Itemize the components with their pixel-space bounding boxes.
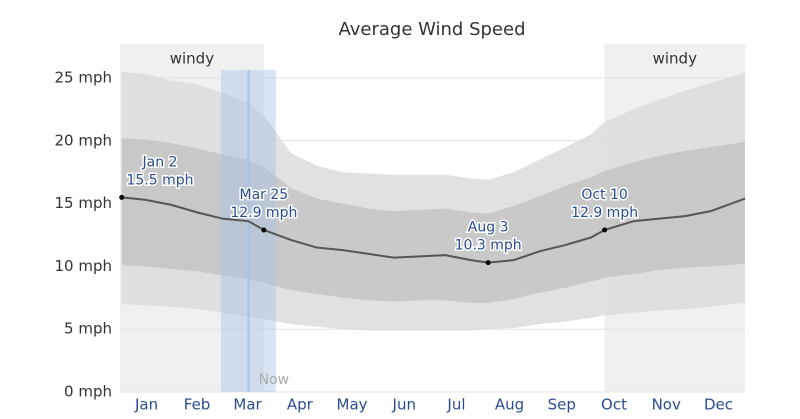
annotation-point	[119, 194, 125, 200]
y-tick-label: 15 mph	[55, 194, 113, 212]
y-tick-label: 0 mph	[64, 383, 112, 401]
annotation-point	[602, 227, 608, 233]
annotation-value: 10.3 mph	[455, 238, 522, 254]
x-tick-label: Mar	[233, 396, 262, 414]
annotation-point	[485, 260, 491, 266]
now-label: Now	[259, 372, 290, 388]
y-tick-label: 20 mph	[55, 131, 113, 149]
y-tick-label: 5 mph	[64, 320, 112, 338]
band	[121, 138, 745, 303]
x-tick-label: Jul	[446, 396, 465, 414]
line	[121, 196, 746, 264]
x-tick-label: Feb	[184, 396, 211, 414]
y-tick-label: 25 mph	[55, 69, 113, 87]
x-tick-label: Jan	[134, 396, 158, 414]
annotation-label: Jan 2	[142, 154, 178, 170]
annotation-point	[261, 227, 267, 233]
x-tick-label: Oct	[601, 396, 627, 414]
x-tick-label: May	[337, 396, 368, 414]
x-tick-label: Jun	[392, 396, 416, 414]
region-label: windy	[170, 50, 214, 68]
chart-title: Average Wind Speed	[338, 19, 525, 40]
y-tick-label: 10 mph	[55, 257, 113, 275]
x-tick-label: Dec	[704, 396, 733, 414]
annotation-value: 12.9 mph	[571, 205, 638, 221]
x-tick-label: Nov	[652, 396, 681, 414]
x-tick-label: Aug	[495, 396, 524, 414]
annotation-label: Oct 10	[581, 187, 627, 203]
region-label: windy	[653, 50, 697, 68]
annotation-value: 15.5 mph	[126, 172, 193, 188]
annotation-value: 12.9 mph	[230, 205, 297, 221]
x-tick-label: Apr	[287, 396, 314, 414]
x-tick-label: Sep	[548, 396, 576, 414]
annotation-label: Aug 3	[468, 220, 509, 236]
annotation-label: Mar 25	[239, 187, 288, 203]
